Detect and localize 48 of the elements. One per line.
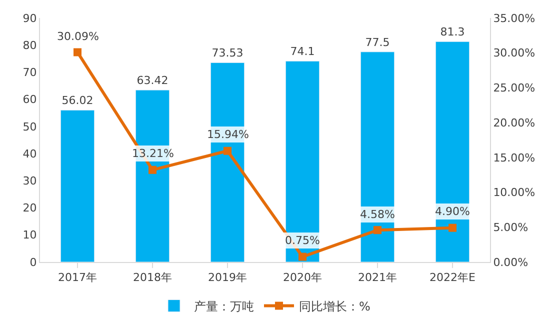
y-tick-label: 60 xyxy=(22,93,37,106)
data-label: 63.42 xyxy=(136,74,168,88)
data-label: 56.02 xyxy=(62,94,94,108)
y-tick-label: 80 xyxy=(22,38,37,52)
data-label: 74.1 xyxy=(290,45,315,58)
y-tick-label: 70 xyxy=(22,66,37,80)
legend-label: 同比增长：% xyxy=(299,299,370,314)
bar xyxy=(435,41,470,262)
x-tick-label: 2019年 xyxy=(208,271,247,284)
y2-tick-label: 35.00% xyxy=(493,12,536,25)
y-tick-label: 90 xyxy=(22,12,37,25)
data-label: 73.53 xyxy=(212,46,244,60)
y2-tick-label: 15.00% xyxy=(493,151,536,164)
y2-tick-label: 0.00% xyxy=(493,256,528,269)
y-tick-label: 50 xyxy=(22,120,37,134)
x-tick-label: 2018年 xyxy=(133,271,172,284)
data-label: 4.90% xyxy=(435,205,470,218)
point xyxy=(224,146,232,155)
point xyxy=(448,224,456,232)
point xyxy=(148,166,156,174)
bar xyxy=(360,52,395,262)
data-label: 0.75% xyxy=(285,234,320,247)
legend-label: 产量：万吨 xyxy=(194,299,254,314)
x-tick-label: 2022年E xyxy=(430,271,476,284)
y-tick-label: 40 xyxy=(22,147,37,160)
point xyxy=(374,226,382,234)
y-tick-label: 0 xyxy=(30,256,37,269)
data-label: 4.58% xyxy=(360,208,395,221)
y-tick-label: 30 xyxy=(22,174,37,188)
y2-tick-label: 25.00% xyxy=(493,82,536,95)
data-label: 15.94% xyxy=(207,128,249,141)
y-tick-label: 20 xyxy=(22,202,37,215)
data-label: 13.21% xyxy=(132,147,174,160)
y2-tick-label: 30.00% xyxy=(493,46,536,60)
x-tick-label: 2021年 xyxy=(358,271,397,284)
point xyxy=(298,252,306,261)
data-label: 77.5 xyxy=(365,36,390,49)
x-tick-label: 2017年 xyxy=(58,271,97,284)
x-tick-label: 2020年 xyxy=(283,271,322,284)
data-label: 30.09% xyxy=(57,30,99,43)
y2-tick-label: 10.00% xyxy=(493,186,536,200)
y2-tick-label: 20.00% xyxy=(493,116,536,130)
y-tick-label: 10 xyxy=(22,228,37,242)
bar xyxy=(60,110,95,262)
bar xyxy=(285,60,320,262)
data-label: 81.3 xyxy=(440,26,465,39)
y2-tick-label: 5.00% xyxy=(493,220,528,234)
point xyxy=(74,48,82,56)
